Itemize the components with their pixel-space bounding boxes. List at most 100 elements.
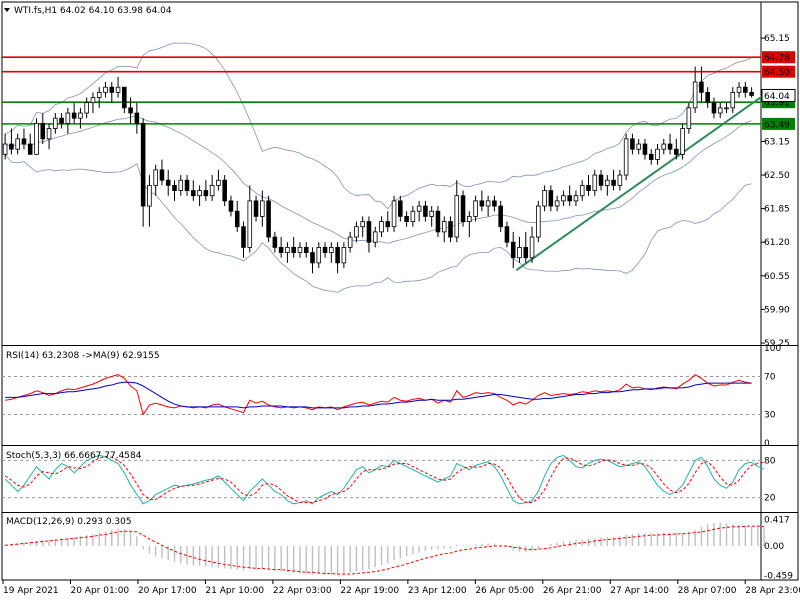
candle-body (448, 221, 453, 238)
candle (517, 237, 522, 263)
candle-body (655, 148, 660, 160)
candle-body (648, 153, 654, 160)
candle-body (711, 102, 717, 114)
candle (586, 175, 591, 196)
candle-body (90, 97, 96, 104)
time-tick-label: 22 Apr 19:00 (340, 586, 399, 596)
candle (9, 128, 14, 155)
stoch-main-line (4, 454, 765, 505)
candle-body (473, 200, 478, 217)
support-trendline (515, 94, 765, 271)
candle-body (303, 246, 309, 253)
candle-body (423, 205, 428, 217)
time-tick-label: 20 Apr 17:00 (138, 586, 197, 596)
candle-body (297, 246, 303, 253)
candle (579, 180, 585, 201)
resistance-level-label-box (762, 65, 795, 78)
candle-body (605, 179, 610, 186)
time-tick-label: 22 Apr 03:00 (273, 586, 332, 596)
rsi-tick-label: 100 (764, 344, 781, 354)
candle (398, 195, 403, 222)
candle-body (322, 246, 328, 253)
candle-body (253, 200, 259, 217)
candle (366, 216, 372, 253)
candle (134, 102, 140, 134)
candle-body (429, 210, 434, 217)
collapse-triangle-icon[interactable] (4, 8, 10, 12)
candle (65, 107, 71, 134)
candle-body (209, 184, 215, 197)
candle-body (504, 226, 510, 243)
macd-pane-header: MACD(12,26,9) 0.293 0.305 (6, 517, 132, 527)
candle (561, 190, 566, 207)
candle (15, 133, 20, 155)
candle-body (699, 81, 704, 93)
candle (680, 123, 685, 160)
time-tick-label: 20 Apr 01:00 (70, 586, 129, 596)
candle-body (573, 195, 579, 202)
candle (674, 138, 679, 160)
candle-body (65, 112, 71, 124)
current-price-box (761, 88, 796, 102)
macd-tick-label: -0.459 (764, 571, 793, 581)
candle (122, 86, 127, 114)
candle (611, 169, 616, 191)
stoch-tick-label: 80 (764, 456, 776, 466)
time-tick-label: 28 Apr 23:00 (745, 586, 800, 596)
candle (40, 113, 46, 145)
candle (711, 97, 717, 119)
candle-body (234, 210, 240, 228)
candle (147, 175, 152, 227)
rsi-line (5, 373, 752, 416)
candle-body (172, 184, 177, 191)
candle-body (372, 231, 378, 243)
candle (347, 231, 353, 253)
candle-body (115, 86, 121, 93)
candle (598, 169, 604, 191)
candle-body (467, 215, 472, 222)
candle-body (360, 221, 365, 228)
candle-body (705, 91, 710, 104)
price-tick-label: 65.15 (764, 34, 790, 44)
candle (435, 206, 441, 238)
candle (429, 206, 434, 227)
candle (510, 231, 516, 269)
candle-body (592, 174, 598, 191)
candle-body (197, 190, 202, 197)
candle-body (9, 143, 14, 150)
candle-body (316, 246, 322, 264)
candle-body (278, 246, 284, 253)
candle (27, 133, 33, 155)
rsi-tick-label: 70 (764, 373, 776, 383)
candle (222, 175, 227, 207)
candle-body (510, 241, 516, 259)
candle (322, 242, 328, 258)
candle (278, 237, 284, 258)
candle-body (479, 200, 485, 207)
candle (109, 82, 115, 103)
candle (260, 190, 265, 227)
candle-body (736, 86, 742, 93)
bollinger-middle-band (4, 115, 752, 244)
price-tick-label: 61.85 (764, 205, 790, 215)
candle (467, 211, 472, 238)
candle-body (291, 246, 296, 253)
candle-body (517, 246, 522, 259)
candle-body (542, 190, 547, 207)
candle (636, 138, 641, 155)
stoch-signal-line (4, 456, 765, 504)
candle-body (416, 205, 422, 212)
macd-signal-line (5, 525, 765, 575)
candle-body (523, 246, 529, 259)
candle (184, 175, 190, 196)
candle-body (379, 221, 384, 233)
candle (523, 231, 529, 263)
candle-body (717, 107, 723, 114)
candle-body (27, 143, 33, 155)
candle (592, 169, 598, 196)
candle-body (84, 102, 89, 114)
time-tick-label: 26 Apr 05:00 (475, 586, 534, 596)
candle-body (435, 210, 441, 233)
candle-body (586, 184, 591, 191)
candle (84, 97, 89, 119)
